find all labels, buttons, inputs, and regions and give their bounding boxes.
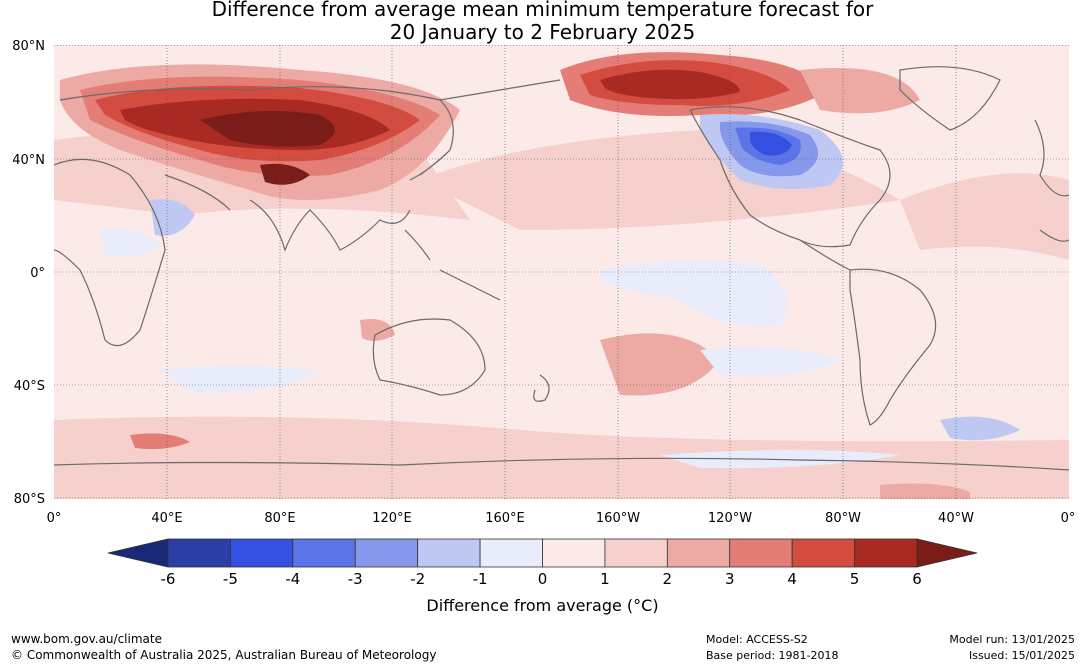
colorbar-segment — [666, 538, 731, 568]
lon-label-0-right: 0° — [1061, 511, 1076, 526]
colorbar-segment — [791, 538, 855, 568]
colorbar-tick-label: 5 — [850, 570, 860, 588]
colorbar-tick-label: 1 — [600, 570, 610, 588]
lat-label-40s: 40°S — [14, 379, 45, 394]
colorbar-tick-label: 4 — [787, 570, 797, 588]
model-text: Model: ACCESS-S2 — [706, 633, 808, 646]
lon-label-40e: 40°E — [151, 511, 182, 526]
colorbar-tick-label: -4 — [285, 570, 300, 588]
colorbar-tick-label: 6 — [912, 570, 922, 588]
lon-label-160w: 160°W — [596, 511, 640, 526]
colorbar-segment — [854, 538, 918, 568]
lon-label-0-left: 0° — [47, 511, 62, 526]
lon-label-80e: 80°E — [264, 511, 295, 526]
colorbar-segment — [479, 538, 543, 568]
lat-label-0: 0° — [30, 266, 45, 281]
colorbar-tick-label: 0 — [538, 570, 548, 588]
lon-label-80w: 80°W — [825, 511, 861, 526]
colorbar: -6 -5 -4 -3 -2 -1 0 1 2 3 4 5 6 — [107, 538, 978, 588]
colorbar-tick-label: -3 — [348, 570, 363, 588]
colorbar-segment — [729, 538, 793, 568]
lon-label-40w: 40°W — [938, 511, 974, 526]
website-text: www.bom.gov.au/climate — [11, 632, 162, 646]
map-title-line-1: Difference from average mean minimum tem… — [211, 0, 874, 21]
graticule — [54, 45, 1069, 499]
colorbar-under-triangle — [107, 538, 169, 568]
colorbar-segment — [230, 538, 294, 568]
coastlines — [54, 66, 1069, 471]
colorbar-tick-label: 2 — [663, 570, 673, 588]
colorbar-segment — [417, 538, 481, 568]
colorbar-segment — [604, 538, 668, 568]
anomaly-fields — [54, 52, 1069, 499]
lat-label-80n: 80°N — [12, 39, 45, 54]
colorbar-segment — [354, 538, 419, 568]
map-title-line-2: 20 January to 2 February 2025 — [389, 20, 696, 44]
lat-label-40n: 40°N — [12, 153, 45, 168]
colorbar-tick-label: -2 — [410, 570, 425, 588]
colorbar-over-triangle — [916, 538, 978, 568]
base-period-text: Base period: 1981-2018 — [706, 649, 839, 662]
colorbar-tick-label: -5 — [223, 570, 238, 588]
issued-text: Issued: 15/01/2025 — [968, 649, 1075, 662]
lon-label-120w: 120°W — [708, 511, 752, 526]
colorbar-tick-label: -1 — [473, 570, 488, 588]
lon-label-120e: 120°E — [372, 511, 412, 526]
model-run-text: Model run: 13/01/2025 — [949, 633, 1075, 646]
copyright-text: © Commonwealth of Australia 2025, Austra… — [11, 648, 437, 662]
colorbar-tick-label: -6 — [161, 570, 176, 588]
colorbar-label: Difference from average (°C) — [426, 596, 659, 615]
colorbar-tick-label: 3 — [725, 570, 735, 588]
lon-label-160e: 160°E — [485, 511, 525, 526]
colorbar-segment — [167, 538, 231, 568]
lat-label-80s: 80°S — [14, 492, 45, 507]
colorbar-segment — [542, 538, 606, 568]
colorbar-segment — [292, 538, 356, 568]
